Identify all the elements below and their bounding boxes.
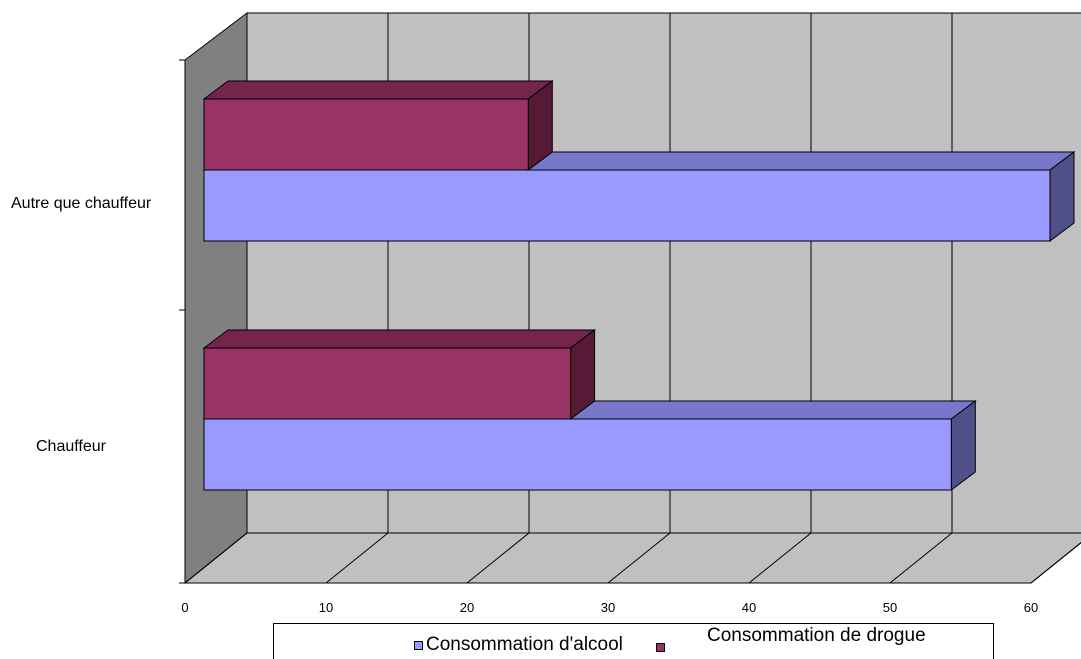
x-tick-label: 40 — [742, 600, 756, 615]
floor-gridline — [889, 532, 953, 584]
legend: Consommation d'alcool Consommation de dr… — [273, 623, 994, 659]
floor-gridline — [466, 532, 530, 584]
legend-swatch-alcool — [414, 640, 423, 650]
bar-drogue — [203, 347, 572, 420]
floor-gridline — [748, 532, 812, 584]
y-category-label: Autre que chauffeur — [11, 195, 152, 212]
bar-alcool — [203, 418, 952, 491]
bar-drogue — [203, 98, 529, 171]
legend-swatch-drogue — [656, 643, 665, 652]
legend-item-alcool: Consommation d'alcool — [414, 634, 623, 656]
bar-top-drogue — [202, 80, 554, 100]
floor-gridline — [325, 532, 389, 584]
x-tick-label: 30 — [601, 600, 615, 615]
bar-alcool — [203, 169, 1051, 242]
y-category-label: Chauffeur — [36, 438, 107, 455]
x-axis-ticks: 0 10 20 30 40 50 60 — [181, 600, 1038, 615]
floor-gridline — [1030, 542, 1081, 584]
legend-label-drogue: Consommation de drogue — [707, 625, 926, 646]
x-tick-label: 20 — [460, 600, 474, 615]
bar-top-drogue — [202, 329, 597, 349]
legend-label-alcool: Consommation d'alcool — [426, 634, 623, 655]
floor-gridline — [184, 532, 248, 584]
legend-item-drogue: Consommation de drogue — [707, 625, 926, 647]
x-tick-label: 0 — [181, 600, 188, 615]
floor — [183, 532, 1081, 584]
x-tick-label: 50 — [883, 600, 897, 615]
bars — [202, 80, 1076, 491]
floor-gridline — [607, 532, 671, 584]
x-tick-label: 60 — [1024, 600, 1038, 615]
x-tick-label: 10 — [319, 600, 333, 615]
y-axis-categories: Autre que chauffeur Chauffeur — [11, 195, 152, 455]
